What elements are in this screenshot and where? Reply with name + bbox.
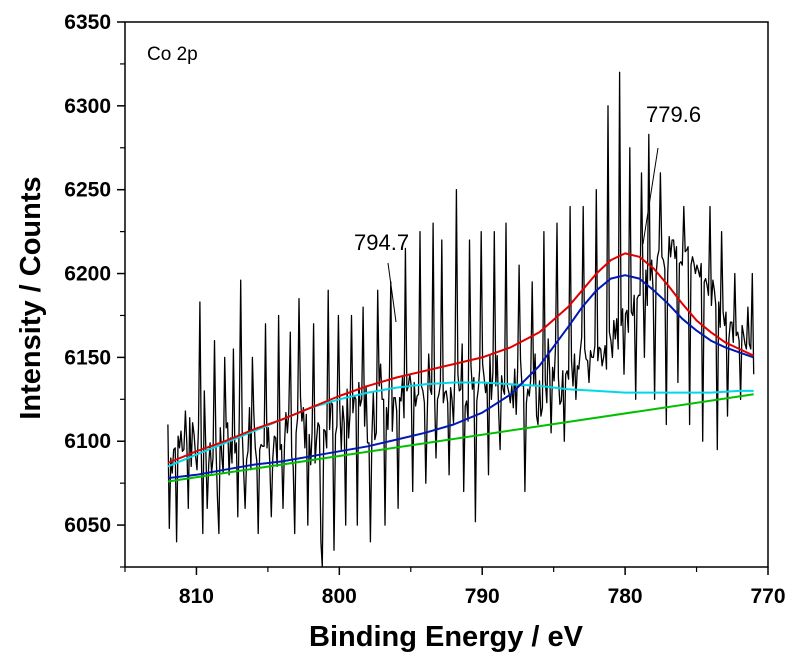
series-raw [167,71,755,567]
series-background [167,393,754,483]
annotation-794-7: 794.7 [354,230,409,323]
x-tick-label: 790 [465,585,500,608]
annotation-779-6: 779.6 [642,102,701,245]
annotation-arrow-794-7 [387,262,397,323]
y-tick-label: 6300 [64,95,111,118]
y-tick-label: 6100 [64,430,111,453]
series-layer [167,71,755,567]
y-tick-label: 6250 [64,179,111,202]
series-peak-779-6 [167,274,755,480]
x-axis-title: Binding Energy / eV [309,621,584,653]
y-tick-label: 6350 [64,11,111,34]
panel-label: Co 2p [147,44,198,65]
x-tick-label: 780 [608,585,643,608]
y-tick-label: 6200 [64,263,111,286]
annotation-arrow-779-6 [642,147,659,245]
annotation-label-794-7: 794.7 [354,230,409,255]
plot-frame [124,21,769,568]
y-tick-label: 6150 [64,346,111,369]
y-axis-title: Intensity / Counts [15,176,47,419]
x-tick-label: 800 [322,585,357,608]
ticks-layer [117,21,769,575]
tick-labels: 810 800 790 780 770 6050 6100 6150 6200 6250 6300 6… [64,11,785,608]
x-tick-label: 770 [750,585,785,608]
annotation-label-779-6: 779.6 [646,102,701,127]
series-envelope [167,252,755,464]
x-tick-label: 810 [179,585,214,608]
y-tick-label: 6050 [64,514,111,537]
